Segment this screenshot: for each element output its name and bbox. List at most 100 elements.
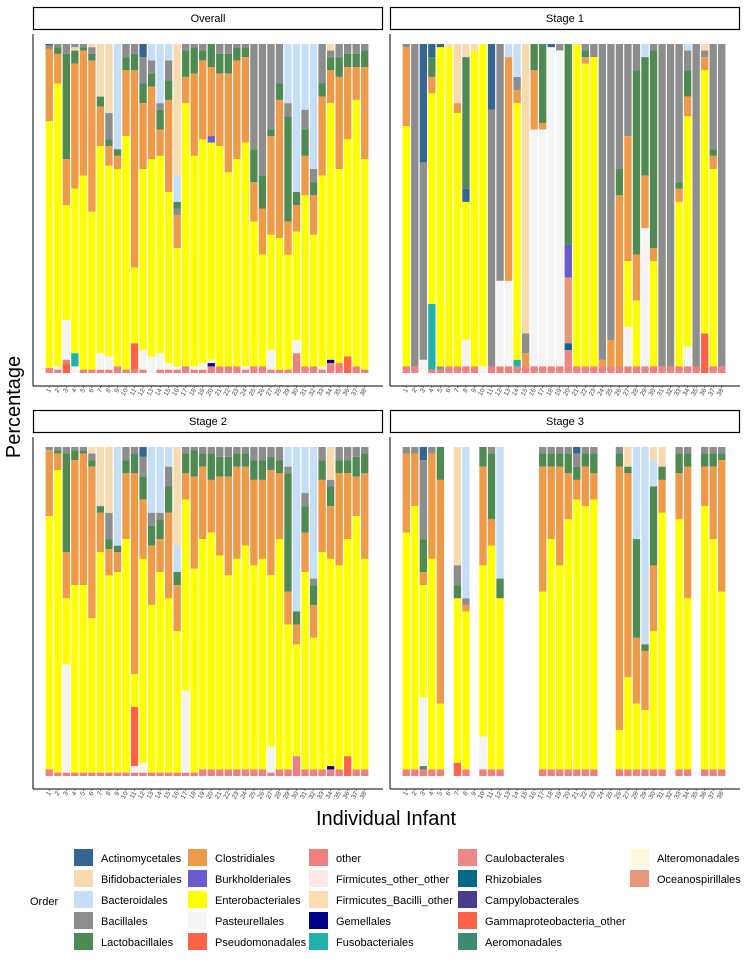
bar-segment-bacillales	[79, 44, 88, 48]
bar-segment-lactobacillales	[130, 53, 139, 71]
bar-segment-enterobacteriales	[96, 552, 105, 773]
bar-segment-clostridiales	[71, 460, 79, 586]
x-tick-label: 25	[605, 790, 615, 800]
bar-segment-bacteroidales	[309, 447, 318, 579]
bar-segment-other	[573, 366, 581, 373]
bar-segment-lactobacillales	[573, 466, 581, 480]
bar-segment-bacillales	[513, 76, 521, 91]
bar-segment-clostridiales	[199, 466, 207, 540]
bar-segment-other	[641, 769, 649, 776]
panel-strip	[32, 6, 384, 31]
bar-segment-gemellales	[326, 766, 335, 770]
bar-segment-clostridiales	[539, 466, 547, 592]
bar-segment-bacillales	[233, 447, 241, 454]
bar-segment-enterobacteriales	[207, 532, 215, 770]
bar-segment-bacteroidales	[173, 175, 181, 202]
bar-segment-pasteurellales	[267, 746, 275, 773]
bar-segment-other	[718, 769, 726, 776]
bar-segment-enterobacteriales	[258, 254, 267, 367]
x-tick-label: 1	[45, 387, 53, 394]
bar-segment-clostridiales	[462, 604, 470, 612]
bar-segment-bifidobacteriales	[105, 44, 113, 114]
x-tick-label: 7	[96, 387, 104, 394]
bar-segment-clostridiales	[335, 76, 343, 170]
bar-segment-other	[521, 366, 530, 373]
legend-swatch	[458, 933, 477, 950]
x-tick-label: 22	[579, 790, 589, 800]
bar-segment-pasteurellales	[199, 363, 207, 370]
bar-segment-bacillales	[309, 578, 318, 586]
x-tick-label: 3	[62, 387, 70, 394]
bar-segment-other	[301, 769, 309, 776]
bar-segment-clostridiales	[88, 466, 96, 619]
bar-segment-bacteroidales	[164, 447, 173, 467]
bar-segment-clostridiales	[122, 473, 130, 540]
legend-swatch	[188, 849, 207, 866]
bar-segment-other	[547, 769, 555, 776]
bar-segment-lactobacillales	[216, 53, 224, 74]
x-tick-label: 22	[222, 790, 232, 800]
legend-swatch	[188, 891, 207, 908]
legend-item-fusobacteriales: Fusobacteriales	[309, 933, 414, 950]
bar-segment-lactobacillales	[590, 453, 598, 474]
bar-segment-pasteurellales	[462, 340, 470, 367]
bar-segment-pasteurellales	[139, 349, 147, 370]
bar-segment-clostridiales	[258, 208, 267, 255]
x-tick-label: 8	[462, 790, 470, 797]
bar-segment-clostridiales	[632, 637, 641, 704]
bar-segment-enterobacteriales	[62, 205, 70, 321]
bar-segment-bacteroidales	[496, 447, 504, 579]
bar-segment-other	[267, 772, 275, 776]
legend-label: Aeromonadales	[485, 937, 563, 949]
x-tick-label: 31	[656, 790, 666, 800]
bar-segment-pasteurellales	[71, 366, 79, 373]
bar-segment-clostridiales	[513, 90, 521, 104]
bar-segment-lactobacillales	[190, 450, 198, 477]
bar-segment-enterobacteriales	[513, 103, 521, 360]
bar-segment-actinomycetales	[139, 44, 147, 58]
bar-segment-oceanospirillales	[564, 277, 572, 344]
bar-segment-pasteurellales	[504, 280, 513, 367]
bar-segment-other	[470, 366, 479, 373]
bar-segment-other	[130, 369, 139, 373]
legend-item-burkholderiales: Burkholderiales	[188, 870, 291, 887]
bar-segment-lactobacillales	[658, 466, 666, 480]
x-tick-label: 35	[690, 387, 700, 397]
bar-segment-enterobacteriales	[207, 142, 215, 360]
bar-segment-bacillales	[130, 447, 139, 454]
bar-segment-lactobacillales	[641, 57, 649, 176]
bar-segment-other	[496, 366, 504, 373]
bar-segment-bacteroidales	[632, 447, 641, 540]
bar-segment-bacillales	[267, 44, 275, 130]
bar-segment-bacillales	[701, 447, 709, 454]
legend-swatch	[309, 849, 328, 866]
bar-segment-lactobacillales	[79, 47, 88, 51]
bar-segment-enterobacteriales	[352, 99, 360, 367]
bar-segment-pseudomonadales	[453, 762, 462, 776]
bar-segment-lactobacillales	[207, 44, 215, 68]
bar-segment-bacillales	[71, 44, 79, 48]
bar-segment-pseudomonadales	[130, 343, 139, 370]
x-tick-label: 14	[511, 387, 521, 397]
bar-segment-enterobacteriales	[45, 516, 53, 770]
bar-segment-enterobacteriales	[462, 201, 470, 341]
bar-segment-clostridiales	[241, 57, 250, 143]
bar-segment-lactobacillales	[105, 139, 113, 146]
bar-segment-clostridiales	[649, 247, 658, 262]
bar-segment-enterobacteriales	[241, 545, 250, 770]
bar-segment-clostridiales	[292, 624, 301, 645]
bar-segment-other	[496, 769, 504, 776]
x-tick-label: 33	[673, 790, 683, 800]
bar-segment-enterobacteriales	[709, 539, 717, 770]
bar-segment-gemellales	[207, 363, 215, 367]
bar-segment-bacillales	[547, 447, 555, 454]
bar-segment-clostridiales	[504, 57, 513, 281]
bar-segment-lactobacillales	[113, 545, 122, 553]
bar-segment-enterobacteriales	[139, 169, 147, 350]
x-tick-label: 20	[205, 387, 215, 397]
x-tick-label: 25	[248, 387, 258, 397]
x-tick-label: 21	[214, 790, 224, 800]
bar-segment-lactobacillales	[164, 80, 173, 100]
bar-segment-other	[275, 369, 284, 373]
bar-segment-pasteurellales	[267, 349, 275, 370]
